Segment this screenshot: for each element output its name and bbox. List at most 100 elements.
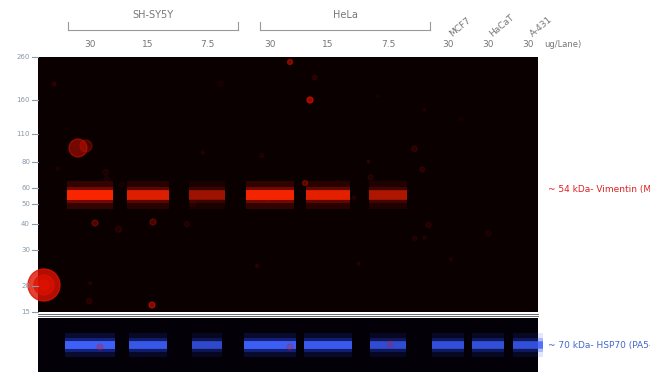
Text: 20: 20 bbox=[21, 283, 30, 289]
Bar bbox=[67, 187, 113, 203]
Circle shape bbox=[259, 153, 264, 158]
Text: 30: 30 bbox=[522, 40, 534, 49]
Bar bbox=[65, 338, 115, 352]
Bar bbox=[513, 338, 543, 352]
Circle shape bbox=[426, 222, 431, 227]
Bar bbox=[244, 338, 296, 352]
Circle shape bbox=[387, 341, 393, 347]
Circle shape bbox=[423, 236, 426, 239]
Bar bbox=[369, 181, 407, 209]
Text: 30: 30 bbox=[265, 40, 276, 49]
Text: 7.5: 7.5 bbox=[381, 40, 395, 49]
Bar bbox=[192, 341, 222, 349]
Text: HaCaT: HaCaT bbox=[488, 13, 516, 39]
Circle shape bbox=[266, 200, 269, 203]
Circle shape bbox=[86, 299, 92, 303]
Circle shape bbox=[150, 219, 156, 225]
Circle shape bbox=[449, 258, 452, 261]
Bar bbox=[127, 181, 169, 209]
Bar bbox=[189, 191, 225, 199]
Bar bbox=[129, 342, 167, 348]
Bar bbox=[432, 341, 464, 349]
Bar bbox=[67, 190, 113, 200]
Bar bbox=[369, 187, 407, 203]
Text: ~ 70 kDa- HSP70 (PA5-28003- Rabbit / IgG): ~ 70 kDa- HSP70 (PA5-28003- Rabbit / IgG… bbox=[548, 341, 650, 350]
Circle shape bbox=[357, 262, 360, 265]
Bar bbox=[189, 187, 225, 203]
Circle shape bbox=[103, 170, 109, 175]
Bar bbox=[127, 190, 169, 200]
Bar bbox=[65, 333, 115, 357]
Bar bbox=[369, 191, 407, 199]
Bar bbox=[370, 341, 406, 349]
Circle shape bbox=[28, 269, 60, 301]
Bar bbox=[306, 187, 350, 203]
Bar bbox=[306, 191, 350, 199]
Text: 160: 160 bbox=[16, 97, 30, 103]
Bar bbox=[370, 338, 406, 352]
Bar bbox=[369, 190, 407, 200]
Bar bbox=[127, 187, 169, 203]
Circle shape bbox=[89, 282, 92, 285]
Bar bbox=[513, 342, 543, 348]
Circle shape bbox=[52, 82, 56, 86]
Bar bbox=[246, 190, 294, 200]
Circle shape bbox=[120, 182, 124, 187]
Bar bbox=[189, 190, 225, 200]
Circle shape bbox=[69, 139, 87, 157]
Bar bbox=[38, 57, 538, 312]
Bar bbox=[129, 341, 167, 349]
Bar bbox=[304, 338, 352, 352]
Circle shape bbox=[412, 236, 417, 241]
Bar bbox=[192, 333, 222, 357]
Bar bbox=[189, 181, 225, 209]
Text: 80: 80 bbox=[21, 159, 30, 165]
Circle shape bbox=[368, 175, 373, 180]
Bar bbox=[244, 341, 296, 349]
Circle shape bbox=[57, 167, 60, 171]
Bar bbox=[129, 338, 167, 352]
Text: 30: 30 bbox=[84, 40, 96, 49]
Circle shape bbox=[313, 75, 317, 80]
Circle shape bbox=[104, 176, 109, 181]
Text: ~ 54 kDa- Vimentin (MA1-19168- Mouse / IgM): ~ 54 kDa- Vimentin (MA1-19168- Mouse / I… bbox=[548, 185, 650, 194]
Circle shape bbox=[302, 180, 307, 185]
Text: 30: 30 bbox=[482, 40, 494, 49]
Bar bbox=[304, 342, 352, 348]
Circle shape bbox=[97, 344, 103, 350]
Circle shape bbox=[287, 59, 292, 65]
Text: 260: 260 bbox=[17, 54, 30, 60]
Circle shape bbox=[352, 196, 356, 199]
Bar bbox=[129, 333, 167, 357]
Bar bbox=[472, 338, 504, 352]
Circle shape bbox=[92, 220, 98, 226]
Bar bbox=[246, 181, 294, 209]
Bar bbox=[432, 338, 464, 352]
Bar bbox=[472, 333, 504, 357]
Text: MCF7: MCF7 bbox=[448, 16, 473, 39]
Circle shape bbox=[39, 280, 49, 290]
Text: 110: 110 bbox=[16, 131, 30, 137]
Circle shape bbox=[486, 230, 491, 237]
Circle shape bbox=[423, 109, 426, 111]
Text: 50: 50 bbox=[21, 202, 30, 208]
Bar bbox=[65, 341, 115, 349]
Bar bbox=[127, 191, 169, 199]
Circle shape bbox=[80, 140, 92, 152]
Bar bbox=[432, 333, 464, 357]
Circle shape bbox=[287, 344, 293, 350]
Bar bbox=[304, 341, 352, 349]
Text: SH-SY5Y: SH-SY5Y bbox=[133, 10, 174, 20]
Bar bbox=[370, 333, 406, 357]
Bar bbox=[38, 318, 538, 372]
Text: 30: 30 bbox=[21, 247, 30, 253]
Circle shape bbox=[202, 152, 204, 154]
Text: 15: 15 bbox=[21, 309, 30, 315]
Text: 40: 40 bbox=[21, 221, 30, 227]
Bar bbox=[246, 191, 294, 199]
Bar bbox=[370, 342, 406, 348]
Bar bbox=[244, 342, 296, 348]
Bar bbox=[472, 341, 504, 349]
Text: 30: 30 bbox=[442, 40, 454, 49]
Circle shape bbox=[420, 167, 424, 172]
